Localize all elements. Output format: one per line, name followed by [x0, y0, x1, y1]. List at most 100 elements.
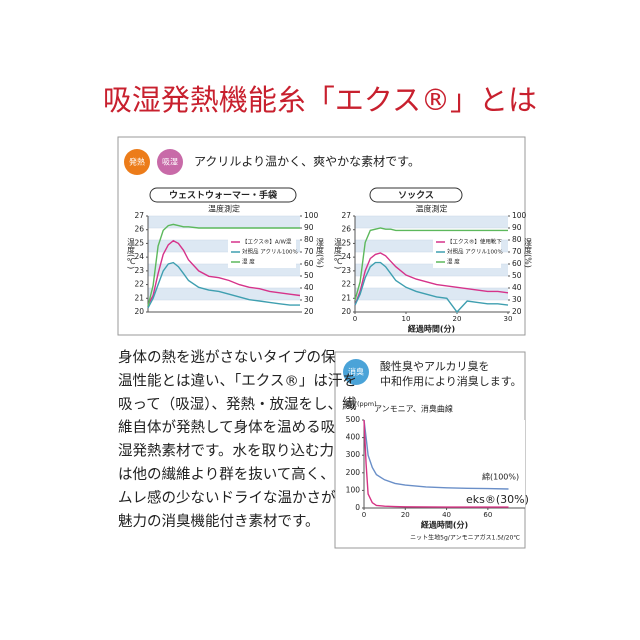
- y-tick-label: 400: [346, 433, 361, 442]
- chart-title: 温度測定: [208, 204, 240, 214]
- y2-tick-label: 20: [512, 307, 522, 316]
- x-tick-label: 60: [483, 511, 492, 519]
- grid-band: [148, 288, 300, 300]
- badge: [157, 149, 183, 175]
- headline: アクリルより温かく、爽やかな素材です。: [194, 155, 420, 169]
- chart-title: アンモニア、消臭曲線: [374, 404, 453, 414]
- series-label: 綿(100%): [482, 472, 519, 482]
- y-tick-label: 23: [134, 266, 144, 275]
- y2-tick-label: 80: [304, 235, 314, 244]
- y2-axis-label: 湿度(%): [316, 238, 325, 268]
- x-tick-label: 0: [353, 315, 357, 323]
- y2-tick-label: 70: [304, 247, 314, 256]
- y-tick-label: 20: [341, 307, 351, 316]
- panel-label-box: [369, 187, 463, 203]
- series-line: [363, 419, 509, 508]
- y-tick-label: 25: [134, 238, 144, 247]
- legend-label: 湿 度: [447, 258, 460, 266]
- y2-tick-label: 50: [512, 271, 522, 280]
- y-tick-label: 300: [346, 450, 361, 459]
- body-line: 湿発熱素材です。水を取り込む力: [118, 443, 334, 460]
- body-line: は他の繊維より群を抜いて高く、: [118, 466, 335, 483]
- badge-text: 消臭: [348, 367, 364, 377]
- x-tick-label: 0: [362, 511, 366, 519]
- y2-tick-label: 60: [304, 259, 314, 268]
- y-tick-label: 26: [341, 225, 351, 234]
- series-line: [354, 227, 508, 301]
- y2-tick-label: 70: [512, 247, 522, 256]
- body-line: 魅力の消臭機能付き素材です。: [118, 513, 320, 530]
- y-axis-label: 温度(℃): [126, 238, 136, 269]
- x-axis-label: 経過時間(分): [421, 520, 468, 530]
- body-line: 温性能とは違い、「エクス®」は汗を: [118, 372, 357, 389]
- y2-tick-label: 100: [304, 211, 319, 220]
- note: ニット生地5g/アンモニアガス1.5ℓ/20℃: [410, 534, 520, 542]
- chart-title: 温度測定: [416, 204, 448, 214]
- series-label: eks®(30%): [466, 493, 529, 506]
- y2-tick-label: 50: [304, 271, 314, 280]
- y2-tick-label: 80: [512, 235, 522, 244]
- y2-tick-label: 30: [304, 295, 314, 304]
- grid-band: [148, 216, 300, 228]
- headline: 酸性臭やアルカリ臭を: [380, 359, 490, 373]
- y2-tick-label: 40: [304, 283, 314, 292]
- badge-text: 発熱: [129, 157, 145, 167]
- y-tick-label: 22: [341, 280, 351, 289]
- x-tick-label: 30: [504, 315, 513, 323]
- y2-tick-label: 30: [512, 295, 522, 304]
- x-tick-label: 20: [401, 511, 410, 519]
- y-tick-label: 0: [355, 503, 360, 512]
- y-tick-label: 23: [341, 266, 351, 275]
- y2-axis-label: 湿度(%): [524, 238, 533, 268]
- series-line: [147, 223, 300, 307]
- y-tick-label: 20: [134, 307, 144, 316]
- headline: 中和作用により消臭します。: [380, 374, 522, 388]
- series-line: [354, 252, 509, 306]
- body-line: 維自体が発熱して身体を温める吸: [118, 419, 336, 436]
- y-tick-label: 27: [134, 211, 144, 220]
- panel-label: ソックス: [398, 190, 434, 201]
- series-line: [147, 261, 300, 309]
- y2-tick-label: 40: [512, 283, 522, 292]
- panel-label-box: [149, 187, 297, 203]
- y-tick-label: 21: [341, 293, 351, 302]
- body-line: 吸って（吸湿）、発熱・放湿をし、繊: [118, 396, 357, 413]
- y2-tick-label: 90: [512, 223, 522, 232]
- y2-tick-label: 100: [512, 211, 527, 220]
- legend-label: 対照品 アクリル100%: [447, 248, 503, 256]
- panel-label: ウェストウォーマー・手袋: [169, 189, 278, 201]
- y2-tick-label: 60: [512, 259, 522, 268]
- grid-band: [355, 288, 508, 300]
- series-line: [147, 239, 301, 306]
- y-tick-label: 24: [134, 252, 144, 261]
- y-tick-label: 26: [134, 225, 144, 234]
- x-tick-label: 20: [453, 315, 462, 323]
- x-tick-label: 40: [442, 511, 451, 519]
- series-line: [354, 261, 509, 314]
- badge: [343, 359, 369, 385]
- legend-label: 【エクス®】A/W混: [242, 238, 292, 246]
- badge: [124, 149, 150, 175]
- y2-tick-label: 90: [304, 223, 314, 232]
- y-tick-label: 200: [346, 468, 361, 477]
- legend-label: 湿 度: [242, 258, 255, 266]
- plot-area: [364, 420, 525, 508]
- page-title: 吸湿発熱機能糸「エクス®」とは: [103, 83, 537, 117]
- legend-label: 【エクス®】使用靴下: [447, 238, 502, 246]
- y-axis-label: 温度(℃): [333, 238, 343, 269]
- y-axis-label: 濃度(ppm): [344, 399, 377, 408]
- y-tick-label: 21: [134, 293, 144, 302]
- legend-label: 対照品 アクリル100%: [242, 248, 298, 256]
- body-line: ムレ感の少ないドライな温かさが: [118, 489, 336, 506]
- body-line: 身体の熱を逃がさないタイプの保: [118, 349, 336, 366]
- y-tick-label: 25: [341, 238, 351, 247]
- y-tick-label: 100: [346, 485, 361, 494]
- x-axis-label: 経過時間(分): [408, 324, 455, 334]
- grid-band: [355, 216, 508, 228]
- y-tick-label: 22: [134, 280, 144, 289]
- series-line: [363, 419, 509, 490]
- y2-tick-label: 20: [304, 307, 314, 316]
- y-tick-label: 500: [346, 415, 361, 424]
- badge-text: 吸湿: [162, 158, 178, 167]
